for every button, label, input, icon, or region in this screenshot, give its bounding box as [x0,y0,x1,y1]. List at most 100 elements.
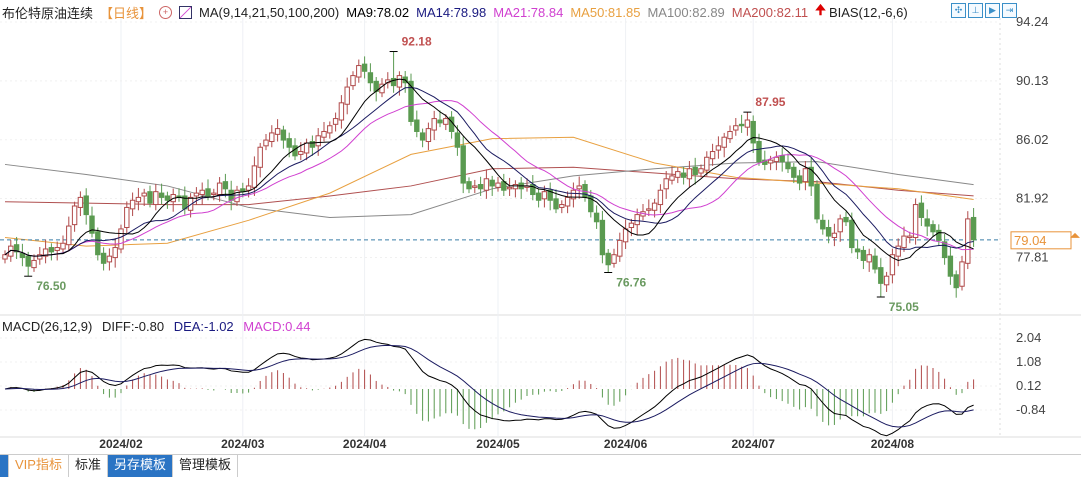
period-selector[interactable]: 【日线】 [100,5,153,21]
macd-tick-label: 2.04 [1016,330,1041,345]
price-tick-label: 94.24 [1016,14,1049,29]
candle-body [274,128,281,135]
candle-body [124,206,130,228]
candle-body [599,219,606,256]
candle-body [651,202,658,211]
candle-body [756,141,762,163]
candle-body [970,216,977,241]
low-annotation: 76.76 [616,275,646,289]
candle-body [559,204,565,208]
bias-label[interactable]: BIAS(12,-6,6) [828,4,908,20]
candle-body [48,247,55,253]
candle-body [698,168,704,174]
candle-body [570,189,577,200]
candle-body [721,136,727,148]
tab-hidden[interactable] [0,455,9,477]
macd-tick-label: 1.08 [1016,354,1041,369]
candle-body [361,63,368,72]
ma-settings-icon[interactable] [179,5,193,19]
candle-body [785,162,791,170]
instrument-name: 布伦特原油连续 [2,5,94,21]
date-tick-label: 2024/02 [99,437,143,451]
candle-body [245,185,252,191]
candle-body [315,135,321,147]
tab-standard[interactable]: 标准 [69,455,108,477]
candle-body [686,168,693,180]
candle-body [483,178,490,191]
candle-body [205,188,211,197]
candle-body [791,166,797,178]
ma100-value: MA100:82.89 [647,4,725,20]
date-tick-label: 2024/04 [343,437,387,451]
candle-body [895,245,901,257]
candlestick-chart[interactable]: 2024/02 2024/03 2024/04 2024/05 2024/06 2024/… [0,0,1081,454]
crosshair-icon[interactable]: ✣ [951,3,966,18]
low-annotation: 75.05 [889,300,919,314]
candle-body [843,216,849,223]
candle-body [303,142,310,154]
macd-legend: MACD(26,12,9) DIFF:-0.80 DEA:-1.02 MACD:… [2,319,317,334]
candle-body [338,102,345,121]
candle-body [414,119,420,132]
candle-body [71,205,78,226]
candle-body [715,145,722,151]
candle-body [646,208,652,211]
candle-body [773,156,780,163]
candle-body [106,255,113,263]
candle-body [727,130,733,140]
candle-body [298,151,304,155]
ma-label[interactable]: MA(9,14,21,50,100,200) [199,4,340,20]
arrow-up-icon[interactable]: 🠉 [815,2,826,17]
candle-body [19,252,26,259]
candle-body [460,145,466,184]
candle-body [547,189,553,201]
candle-body [37,254,43,260]
candle-body [129,199,136,210]
tab-manage-template[interactable]: 管理模板 [173,455,239,477]
candle-body [947,255,954,277]
candle-body [118,228,124,250]
candle-body [605,252,611,266]
add-icon[interactable]: + [159,5,173,19]
ma21-line [4,99,974,257]
candle-body [959,261,965,287]
candle-body [13,244,20,253]
candle-body [425,128,432,143]
candle-body [535,192,542,201]
candle-body [158,192,165,198]
range-icon[interactable]: ⊥ [968,3,983,18]
candle-body [100,252,107,264]
candle-body [60,242,66,250]
candle-body [234,189,240,203]
exit-icon[interactable]: ⇥ [1002,3,1017,18]
tab-vip-indicator[interactable]: VIP指标 [9,455,69,477]
candle-body [744,119,751,128]
ma14-value: MA14:78.98 [416,4,487,20]
price-tick-label: 86.02 [1016,132,1049,147]
candle-body [222,181,229,190]
candle-body [854,248,861,253]
tab-save-template[interactable]: 另存模板 [107,455,173,477]
candle-body [454,132,461,148]
candle-body [617,239,623,257]
play-icon[interactable]: ▶ [985,3,1000,18]
candle-body [849,219,855,249]
macd-label[interactable]: MACD(26,12,9) [2,319,93,334]
candle-body [211,192,217,196]
candle-body [332,118,339,125]
candle-body [396,75,403,88]
candle-body [95,231,101,256]
candle-body [733,125,739,131]
candle-body [936,229,942,241]
candle-body [692,166,698,175]
candle-body [669,175,675,181]
candle-body [634,214,640,226]
ma200-value: MA200:82.11 [731,4,809,20]
candle-body [199,189,205,196]
macd-tick-label: 0.12 [1016,378,1041,393]
candle-body [704,156,710,171]
high-annotation: 87.95 [755,95,785,109]
candle-body [553,198,559,210]
candle-body [286,138,292,148]
price-tick-label: 77.81 [1016,249,1049,264]
